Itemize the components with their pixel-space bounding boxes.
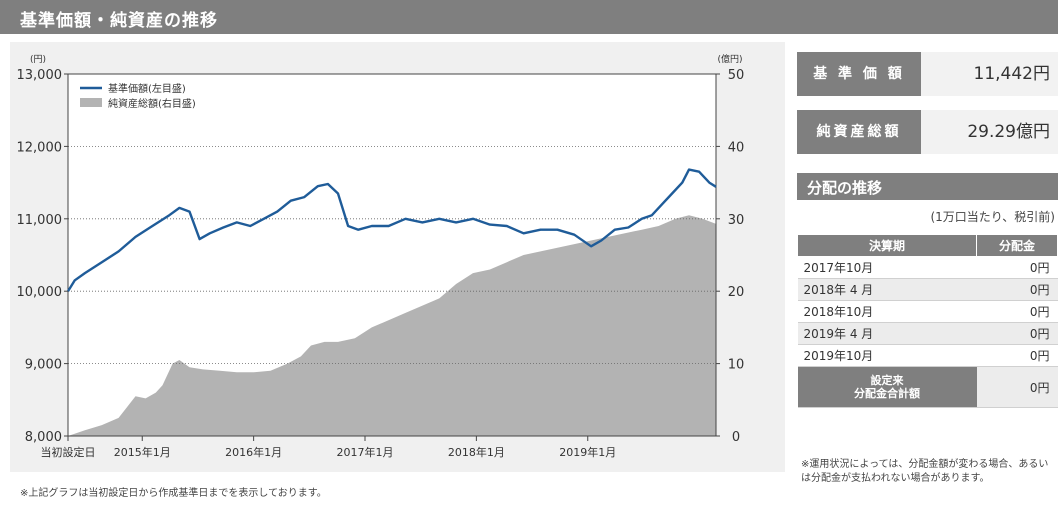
x-tick-label: 2018年1月 — [448, 445, 505, 459]
left-tick-label: 10,000 — [17, 285, 63, 300]
period-cell: 2018年 4 月 — [797, 278, 977, 301]
amount-cell: 0円 — [976, 256, 1058, 279]
assets-summary-label: 純資産総額 — [797, 110, 921, 154]
table-row: 2017年10月 0円 — [797, 256, 1058, 279]
period-cell: 2019年 4 月 — [797, 322, 977, 345]
chart-note: ※上記グラフは当初設定日から作成基準日までを表示しております。 — [20, 488, 327, 499]
assets-summary-row: 純資産総額 29.29億円 — [797, 110, 1058, 154]
left-tick-label: 8,000 — [25, 430, 62, 445]
table-row: 2018年 4 月 0円 — [797, 278, 1058, 301]
x-tick-label: 2017年1月 — [337, 445, 394, 459]
col-amount-header: 分配金 — [976, 234, 1058, 257]
left-axis-unit: (円) — [30, 54, 46, 65]
distribution-table: 決算期 分配金 2017年10月 0円 2018年 4 月 0円 2018年10… — [797, 234, 1058, 408]
x-tick-label: 2015年1月 — [114, 445, 171, 459]
nav-summary-row: 基 準 価 額 11,442円 — [797, 52, 1058, 96]
legend-assets-swatch — [80, 98, 102, 107]
period-cell: 2018年10月 — [797, 300, 977, 323]
nav-summary-value: 11,442円 — [921, 52, 1058, 96]
left-tick-label: 12,000 — [17, 140, 63, 155]
distribution-title: 分配の推移 — [807, 179, 883, 197]
right-tick-label: 40 — [728, 140, 745, 155]
nav-summary-label: 基 準 価 額 — [797, 52, 921, 96]
x-tick-label: 2016年1月 — [225, 445, 282, 459]
chart-panel: 8,000 9,000 10,000 11,000 12,000 13,000 0 10 20 3… — [10, 42, 785, 472]
table-row: 2019年10月 0円 — [797, 344, 1058, 367]
left-tick-label: 13,000 — [17, 68, 63, 83]
distribution-title-bar: 分配の推移 — [797, 173, 1058, 200]
right-tick-label: 30 — [728, 213, 745, 228]
left-tick-label: 11,000 — [17, 213, 63, 228]
amount-cell: 0円 — [976, 278, 1058, 301]
left-tick-label: 9,000 — [25, 358, 62, 373]
period-cell: 2017年10月 — [797, 256, 977, 279]
distribution-subtitle: (1万口当たり、税引前) — [930, 210, 1055, 224]
nav-line — [66, 168, 717, 292]
total-row: 設定来 分配金合計額 0円 — [797, 366, 1058, 408]
amount-cell: 0円 — [976, 344, 1058, 367]
legend-assets-label: 純資産総額(右目盛) — [108, 97, 196, 110]
section-title: 基準価額・純資産の推移 — [20, 11, 218, 31]
right-tick-label: 20 — [728, 285, 745, 300]
amount-cell: 0円 — [976, 322, 1058, 345]
x-tick-label: 当初設定日 — [41, 445, 96, 459]
x-tick-label: 2019年1月 — [559, 445, 616, 459]
nav-assets-chart: 8,000 9,000 10,000 11,000 12,000 13,000 0 10 20 3… — [17, 53, 745, 459]
plot-frame — [67, 73, 717, 437]
net-assets-area — [68, 215, 716, 436]
distribution-footnote: ※運用状況によっては、分配金額が変わる場合、あるいは分配金が支払われない場合があ… — [801, 459, 1049, 484]
total-label-line-1: 設定来 — [870, 374, 904, 387]
section-header: 基準価額・純資産の推移 — [0, 0, 1058, 34]
right-tick-label: 0 — [732, 430, 740, 445]
total-label-line-2: 分配金合計額 — [854, 387, 920, 400]
right-tick-label: 50 — [728, 68, 745, 83]
amount-cell: 0円 — [976, 300, 1058, 323]
col-period-header: 決算期 — [797, 234, 977, 257]
right-axis-unit: (億円) — [717, 53, 742, 65]
total-label-cell: 設定来 分配金合計額 — [797, 366, 977, 408]
period-cell: 2019年10月 — [797, 344, 977, 367]
right-tick-label: 10 — [728, 358, 745, 373]
total-value-cell: 0円 — [976, 366, 1058, 408]
table-row: 2019年 4 月 0円 — [797, 322, 1058, 345]
legend-nav-label: 基準価額(左目盛) — [108, 82, 186, 95]
table-row: 2018年10月 0円 — [797, 300, 1058, 323]
assets-summary-value: 29.29億円 — [921, 110, 1058, 154]
